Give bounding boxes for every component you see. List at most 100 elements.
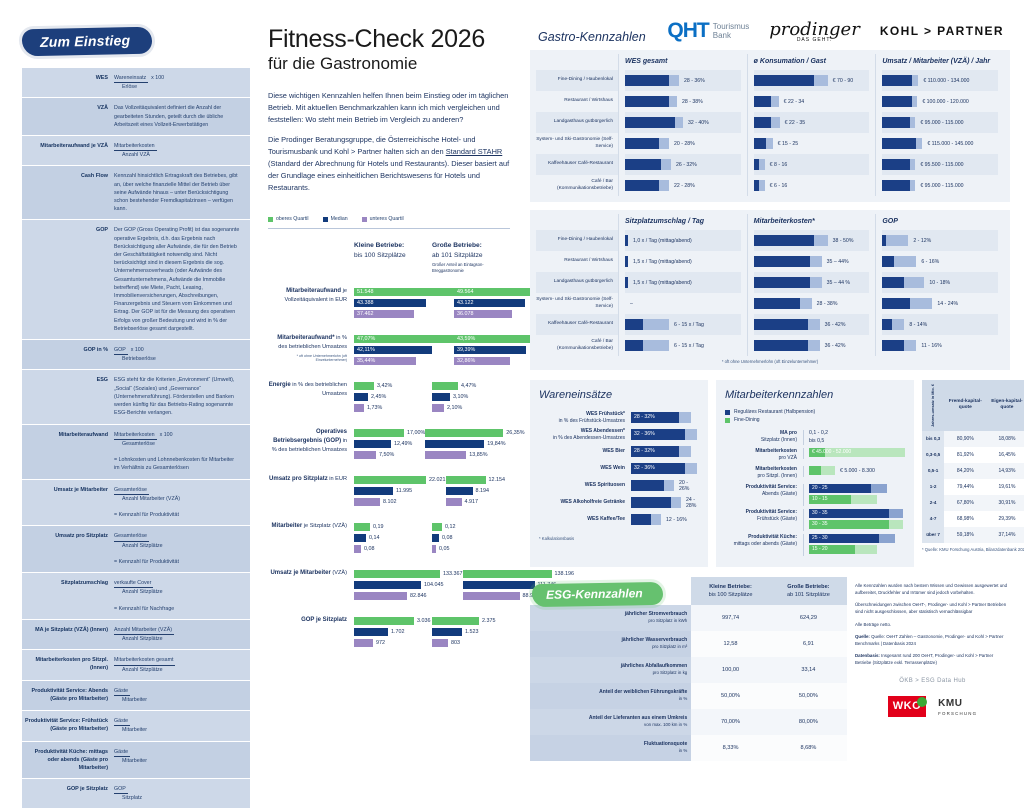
oekb-logo: ÖKB > ESG Data Hub	[899, 677, 966, 684]
benchmark-bars-large: 4,47% 3,10% 2,10%	[432, 381, 510, 414]
glossary-term: VZÄ	[97, 105, 108, 112]
benchmark-bar-value: 4,47%	[461, 382, 477, 389]
esg-value-small: 8,33%	[691, 735, 770, 762]
gastro-range-bar	[882, 256, 917, 267]
benchmark-bar-row: 4.917	[445, 497, 511, 506]
mitarbeiter-label: MA pro Sitzplatz (Innen)	[760, 430, 797, 443]
mitarbeiter-label: Mitarbeiterkosten pro VZÄ	[755, 448, 797, 461]
gastro-range-value: 28 - 38%	[816, 300, 838, 307]
mitarbeiter-value-restaurant: 25 - 30	[812, 535, 828, 542]
benchmark-bar-value: 32,86%	[457, 357, 476, 364]
finanz-cell: 67,80%	[944, 494, 987, 511]
page-title: Fitness-Check 2026	[268, 25, 485, 53]
mitarbeiterkennzahlen-panel: Mitarbeiterkennzahlen Reguläres Restaura…	[716, 380, 914, 568]
note-1: Alle Kennzahlen wurden nach bestem Wisse…	[855, 583, 1008, 595]
benchmark-group: Operatives Betriebsergebnis (GOP) in % d…	[268, 428, 525, 461]
gastro-bar-low	[625, 159, 661, 170]
gastro-bar-low	[882, 159, 911, 170]
gastro-range-bar	[882, 340, 917, 351]
mitarbeiter-bar-dining: 30 - 35	[809, 509, 903, 519]
stahr-link[interactable]: Standard STAHR	[445, 147, 503, 157]
mitarbeiter-label: Produktivität Service: Abends (Gäste)	[745, 484, 797, 497]
benchmark-bar	[432, 544, 436, 553]
benchmark-group: Mitarbeiteraufwand je Vollzeitäquivalent…	[268, 287, 552, 320]
gastro-bar-low	[753, 159, 759, 170]
gastro-bar-low	[882, 298, 911, 309]
gastro-range-value: € 22 - 34	[783, 98, 805, 105]
gastro-bar-low	[753, 96, 771, 107]
gastro-metric-block: Mitarbeiterkosten* 38 - 50% 35 – 44% 35 – 4…	[746, 214, 876, 356]
gastro-value-row: € 6 - 16	[753, 175, 870, 196]
wareneinsatz-label: WES Frühstück* in % des Frühstück-Umsatze…	[558, 411, 625, 424]
legend-label: Median	[330, 216, 348, 223]
gastro-range-bar	[882, 235, 909, 246]
gastro-range-value: € 110.000 - 134.000	[923, 77, 970, 84]
gastro-type-row: Fine-Dining / Haubenlokal	[536, 230, 618, 251]
gastro-type-row: Kaffeehäuser Café-Restaurant	[536, 154, 618, 175]
glossary-definition: Gesamterlöse Anzahl Sitzplätze = Kennzahl …	[114, 533, 179, 565]
glossary-row: Sitzplatzumschlag verkaufte Cover Anzahl S…	[22, 572, 250, 619]
mitarbeiterkennzahlen-title: Mitarbeiterkennzahlen	[725, 389, 834, 401]
wareneinsatz-bar: 28 - 32%	[631, 446, 691, 457]
glossary-definition: Wareneinsatz x 100 Erlöse	[114, 75, 165, 91]
gastro-bar-high	[916, 138, 923, 149]
glossary-term: MA je Sitzplatz (VZÄ) (Innen)	[35, 626, 108, 633]
wareneinsatz-value: 28 - 32%	[634, 448, 655, 454]
benchmark-bars-large: 12.154 8.194 4.917	[445, 475, 511, 508]
gastro-value-row: 35 – 44%	[753, 251, 870, 272]
mitarbeiter-value: 0,1 - 0,2 bis 0,5	[809, 430, 829, 444]
gastro-bar-low	[753, 340, 808, 351]
benchmark-bar-row: 88.986	[462, 591, 575, 600]
gastro-metric-header: GOP	[882, 218, 898, 225]
esg-value-small: 50,00%	[691, 683, 770, 710]
glossary-term: Produktivität Küche: mittags oder abends…	[34, 748, 108, 771]
benchmark-bar-row: 43,59%	[454, 334, 546, 343]
glossary-row: WES Wareneinsatz x 100 Erlöse	[22, 67, 250, 98]
benchmark-bar-row: 37.462	[354, 309, 454, 318]
wareneinsatz-value: 32 - 36%	[634, 431, 655, 437]
gastro-range-value: 22 - 28%	[674, 182, 695, 189]
glossary-term: Cash Flow	[81, 173, 108, 180]
benchmark-bar-value: 35,44%	[357, 357, 376, 364]
gastro-value-row: 35 – 44 %	[753, 272, 870, 293]
gastro-value-row: 28 - 38%	[625, 91, 741, 112]
finanz-cell: 19,61%	[986, 478, 1024, 495]
mitarbeiter-row: Produktivität Küche: mittags oder abends …	[725, 534, 905, 557]
gastro-range-bar	[882, 117, 916, 128]
esg-table-row: jährlicher Wasserverbrauch pro Sitzplatz …	[530, 631, 847, 658]
finanz-cell: 84,20%	[944, 462, 987, 479]
gastro-value-row: € 15 - 25	[753, 133, 870, 154]
gastro-bar-high	[758, 180, 765, 191]
benchmark-group-label: Mitarbeiteraufwand je Vollzeitäquivalent…	[284, 288, 348, 304]
benchmark-bar-row: 0,12	[432, 522, 510, 531]
gastro-range-value: € 8 - 16	[769, 161, 788, 168]
gastro-metric-block: Sitzplatzumschlag / Tag 1,0 x / Tag (mitt…	[618, 214, 747, 356]
gastro-range-bar	[625, 256, 628, 267]
benchmark-bar-row: 19,84%	[425, 439, 524, 448]
gastro-value-row: –	[625, 293, 741, 314]
gastro-value-row: 11 - 16%	[882, 335, 998, 356]
wareneinsatz-row: WES Alkoholfreie Getränke 24 - 28%	[539, 494, 699, 511]
benchmark-bar	[462, 580, 535, 589]
gastro-bar-high	[669, 96, 677, 107]
gastro-bar-high	[643, 340, 669, 351]
benchmark-group-label: Operatives Betriebsergebnis (GOP) in % d…	[271, 429, 347, 454]
intro-paragraph-2: Die Prodinger Beratungsgruppe, die Öster…	[268, 134, 510, 194]
benchmark-bar-value: 26,35%	[506, 429, 525, 436]
glossary-definition: GOP x 100 Betriebserlöse	[114, 347, 156, 363]
glossary-term: ESG	[96, 377, 108, 384]
benchmark-bar-row: 11.995	[354, 486, 446, 495]
benchmark-bar-row: 43.122	[454, 298, 552, 307]
benchmark-bar-row: 2,45%	[354, 392, 432, 401]
gastro-type-label: Restaurant / Wirtshaus	[564, 258, 613, 264]
gastro-value-row: 36 - 42%	[753, 335, 870, 356]
mitarbeiter-row: Mitarbeiterkosten pro VZÄ € 45.000 - 52.00…	[725, 448, 905, 463]
benchmark-bar-value: 104.045	[424, 581, 444, 588]
gastro-value-row: € 95.500 - 115.000	[882, 154, 999, 175]
gastro-type-row: Restaurant / Wirtshaus	[536, 251, 618, 272]
note-2: Überschneidungen zwischen OeHT-, Proding…	[855, 602, 1007, 614]
gastro-value-row: 6 - 15 x / Tag	[625, 314, 741, 335]
mitarbeiterkosten-footnote: * oft ohne Unternehmerlohn (oft Einzelun…	[721, 359, 819, 364]
esg-value-large: 33,14	[769, 657, 847, 684]
gastro-bar-high	[765, 138, 773, 149]
